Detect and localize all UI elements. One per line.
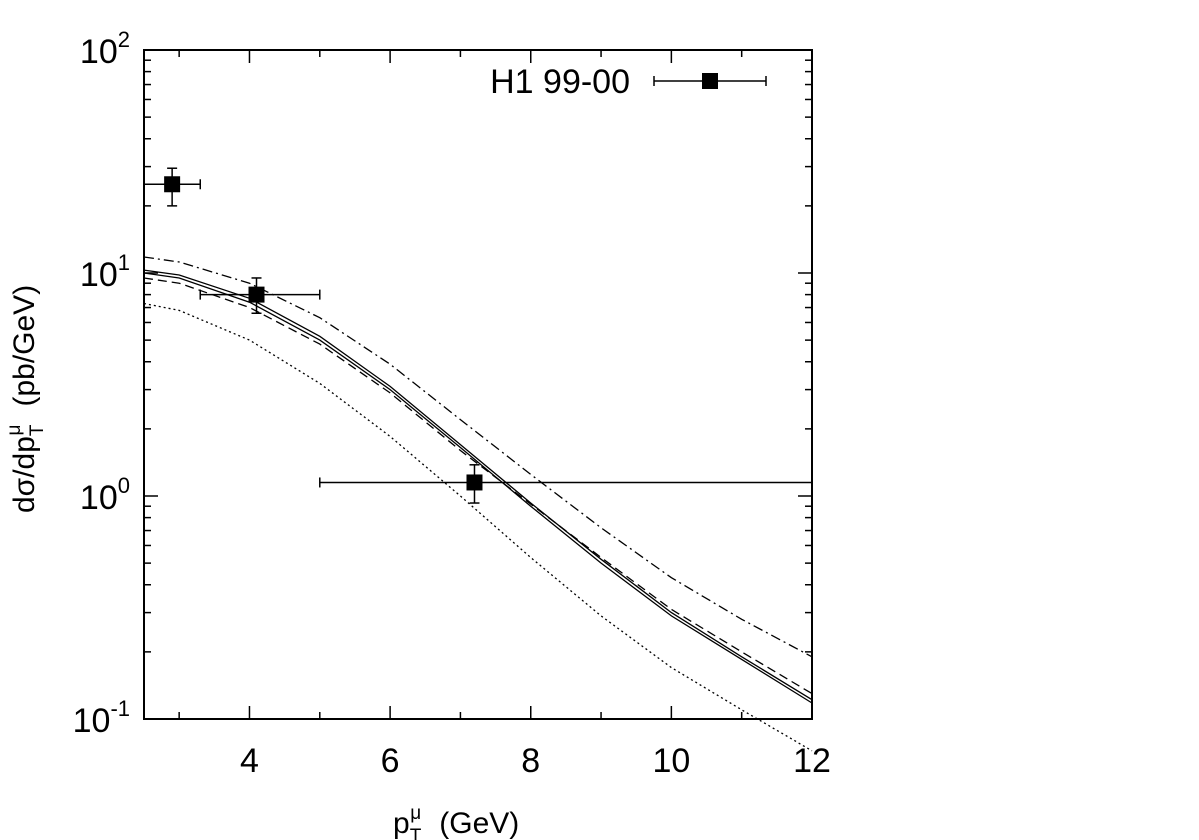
y-axis-title: dσ/dpTμ (pb/GeV) — [4, 285, 48, 513]
svg-text:dσ/dpTμ(pb/GeV): dσ/dpTμ (pb/GeV) — [4, 285, 48, 513]
theory-curve-dashed — [143, 277, 813, 695]
y-tick-label: 101 — [80, 250, 130, 294]
y-tick-label: 102 — [80, 27, 130, 71]
legend-sample-marker — [702, 73, 718, 89]
x-tick-label: 8 — [521, 742, 540, 780]
y-tick-label: 10-1 — [73, 696, 130, 740]
theory-curve-dashdot — [143, 256, 813, 658]
y-tick-label-base: 10 — [80, 479, 118, 517]
y-tick-label-base: 10 — [73, 702, 111, 740]
data-point-marker — [164, 176, 181, 193]
x-axis-title-main: p — [393, 807, 410, 840]
x-axis-title-sub: T — [410, 826, 422, 840]
data-points — [143, 167, 813, 504]
x-tick-label: 12 — [793, 742, 831, 780]
y-tick-label-exponent: 1 — [118, 250, 130, 275]
x-axis-title-sup: μ — [410, 803, 421, 824]
legend-label: H1 99-00 — [490, 63, 630, 101]
theory-curves — [143, 256, 813, 752]
plot-frame — [143, 49, 813, 720]
x-axis-title: pTμ (GeV) — [393, 803, 519, 840]
legend: H1 99-00 — [490, 63, 767, 101]
theory-curve-dotted — [143, 302, 813, 752]
x-axis-title-unit: (GeV) — [439, 807, 519, 840]
y-tick-label-exponent: 2 — [118, 27, 130, 52]
y-tick-label: 100 — [80, 473, 130, 517]
data-point-marker — [248, 286, 265, 303]
theory-curve-solid — [143, 269, 813, 701]
y-tick-label-exponent: 0 — [118, 473, 130, 498]
y-axis-title-main: dσ/dp — [8, 436, 41, 513]
y-tick-label-base: 10 — [80, 256, 118, 294]
x-tick-label: 6 — [381, 742, 400, 780]
y-tick-label-base: 10 — [80, 33, 118, 71]
y-tick-label-exponent: -1 — [110, 696, 130, 721]
y-axis-title-unit: (pb/GeV) — [8, 285, 41, 407]
y-axis-title-sub: T — [27, 424, 48, 436]
x-tick-label: 10 — [652, 742, 690, 780]
data-point-marker — [466, 474, 483, 491]
axis-ticks — [144, 50, 813, 720]
legend-marker — [653, 73, 767, 89]
x-tick-label: 4 — [240, 742, 259, 780]
svg-text:pTμ(GeV): pTμ (GeV) — [393, 803, 519, 840]
y-axis-title-sup: μ — [4, 425, 25, 436]
